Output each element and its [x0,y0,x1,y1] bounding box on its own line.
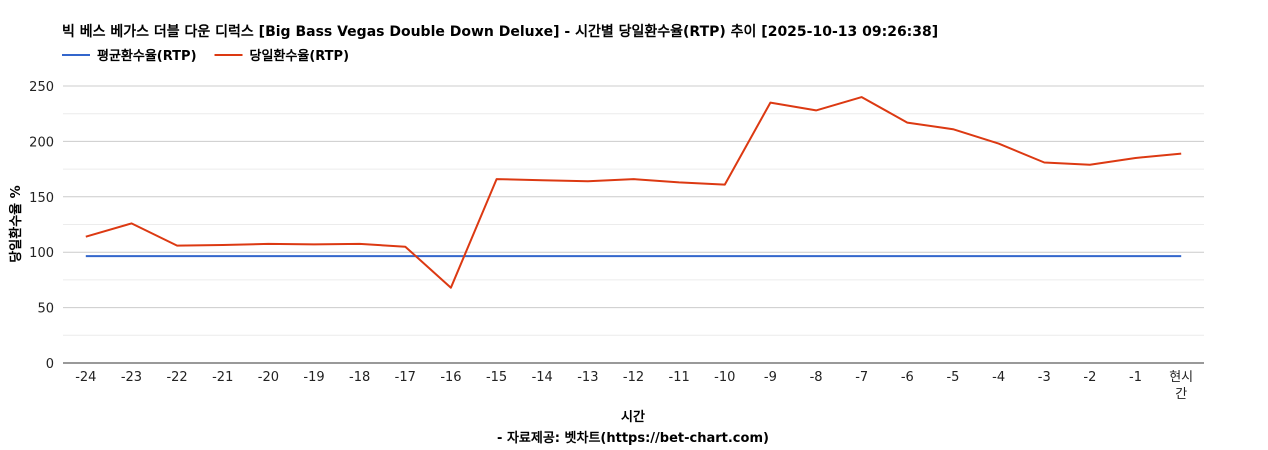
x-tick-label: -12 [623,370,644,385]
data-source-note: - 자료제공: 벳차트(https://bet-chart.com) [497,430,769,446]
x-tick-label: -1 [1129,370,1142,385]
legend: 평균환수율(RTP) 당일환수율(RTP) [62,48,349,64]
x-tick-label: -23 [121,370,142,385]
x-tick-label: -6 [901,370,914,385]
y-tick-label: 50 [37,302,54,317]
x-tick-label: -24 [75,370,96,385]
x-tick-label: -3 [1038,370,1051,385]
y-axis-title: 당일환수율 % [8,185,24,262]
x-tick-label: -16 [440,370,461,385]
y-tick-label: 0 [46,357,54,372]
x-tick-label: -4 [992,370,1005,385]
series-group [85,96,1182,289]
x-tick-label: -13 [577,370,598,385]
x-tick-label: -8 [810,370,823,385]
x-axis-title: 시간 [621,409,645,425]
x-tick-label: -15 [486,370,507,385]
grid [63,85,1204,364]
y-tick-label: 200 [29,135,54,150]
x-tick-label: -22 [166,370,187,385]
x-tick-label: -9 [764,370,777,385]
x-tick-label: -5 [946,370,959,385]
y-tick-label: 250 [29,80,54,95]
x-tick-label: -18 [349,370,370,385]
x-tick-label: -10 [714,370,735,385]
chart-title: 빅 베스 베가스 더블 다운 디럭스 [Big Bass Vegas Doubl… [62,23,938,40]
x-axis: -24 -23 -22 -21 -20 -19 -18 -17 -16 -15 -14 -13 -12 -… [75,370,1193,402]
x-tick-label: -20 [258,370,279,385]
legend-label-2: 당일환수율(RTP) [250,48,350,64]
legend-label-1: 평균환수율(RTP) [97,48,197,64]
x-tick-label: 현시 간 [1169,370,1193,402]
y-tick-label: 150 [29,191,54,206]
x-tick-label: -14 [532,370,553,385]
y-axis: 0 50 100 150 200 250 [29,80,54,372]
x-tick-label: -11 [669,370,690,385]
y-tick-label: 100 [29,246,54,261]
x-tick-label: -2 [1083,370,1096,385]
x-tick-label: -21 [212,370,233,385]
x-tick-label: -7 [855,370,868,385]
x-tick-label: -19 [303,370,324,385]
x-tick-label: -17 [395,370,416,385]
series-line-2 [85,96,1182,289]
